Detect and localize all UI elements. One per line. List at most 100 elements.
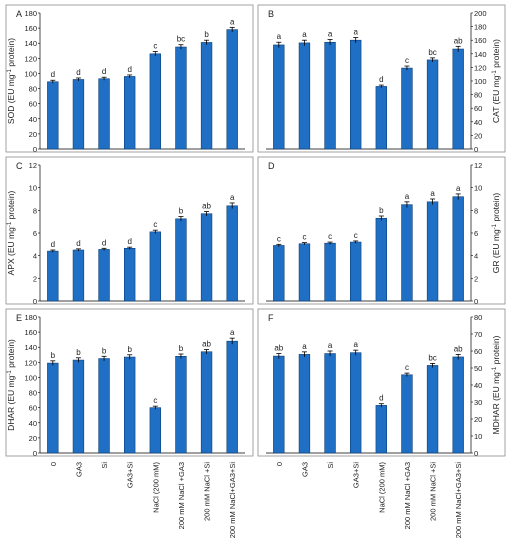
y-tick-label: 140 bbox=[24, 343, 37, 352]
significance-letter: bc bbox=[177, 35, 185, 44]
bar bbox=[452, 356, 464, 454]
y-axis-title: CAT (EU mg-1 protein) bbox=[491, 39, 501, 123]
significance-letter: c bbox=[153, 220, 157, 229]
panel-label: D bbox=[268, 161, 275, 171]
y-axis-title: SOD (EU mg-1 protein) bbox=[6, 38, 16, 124]
y-tick-label: 0 bbox=[33, 145, 37, 154]
panel-label: B bbox=[268, 9, 274, 19]
x-tick-label: 200 mM NaCl +GA3 bbox=[177, 462, 186, 529]
bar bbox=[175, 218, 187, 302]
bar bbox=[273, 355, 285, 454]
significance-letter: a bbox=[456, 184, 461, 193]
bar bbox=[452, 196, 464, 302]
y-tick-label: 80 bbox=[29, 85, 37, 94]
x-tick-label: 200 mM NaCl+GA3+Si bbox=[454, 462, 463, 539]
bar bbox=[350, 39, 362, 150]
y-tick-label: 120 bbox=[24, 358, 37, 367]
significance-letter: a bbox=[230, 17, 235, 26]
bar bbox=[426, 201, 439, 302]
bar bbox=[47, 81, 59, 150]
y-tick-label: 180 bbox=[474, 23, 487, 32]
x-tick-label: 0 bbox=[49, 462, 58, 466]
bar bbox=[200, 42, 213, 150]
chart-panel-a: A 0 20 40 60 80 100 120 140 160 180 SOD (EU mg-1 pr… bbox=[5, 4, 254, 154]
significance-letter: a bbox=[230, 328, 235, 337]
panel-frame bbox=[257, 4, 506, 153]
y-tick-label: 12 bbox=[474, 161, 482, 170]
y-tick-label: 80 bbox=[474, 313, 482, 322]
y-tick-label: 160 bbox=[24, 328, 37, 337]
significance-letter: a bbox=[353, 340, 358, 349]
panel-label: F bbox=[268, 313, 274, 323]
y-tick-label: 120 bbox=[24, 54, 37, 63]
significance-letter: ab bbox=[454, 36, 463, 45]
significance-letter: b bbox=[127, 345, 132, 354]
y-tick-label: 60 bbox=[29, 404, 37, 413]
y-tick-label: 50 bbox=[474, 364, 482, 373]
bar bbox=[47, 362, 59, 454]
bar bbox=[298, 243, 311, 302]
y-tick-label: 80 bbox=[474, 91, 482, 100]
bar bbox=[452, 48, 464, 150]
bar bbox=[149, 231, 161, 302]
y-tick-label: 0 bbox=[474, 449, 478, 458]
y-tick-label: 30 bbox=[474, 398, 482, 407]
y-tick-label: 120 bbox=[474, 63, 487, 72]
bar bbox=[226, 340, 238, 454]
significance-letter: d bbox=[127, 65, 131, 74]
significance-letter: b bbox=[179, 344, 184, 353]
bar bbox=[298, 354, 311, 454]
y-tick-label: 20 bbox=[29, 130, 37, 139]
y-tick-label: 140 bbox=[24, 39, 37, 48]
y-tick-label: 20 bbox=[474, 131, 482, 140]
bar bbox=[98, 358, 110, 454]
bar bbox=[124, 356, 136, 454]
y-tick-label: 8 bbox=[474, 206, 478, 215]
significance-letter: ab bbox=[454, 344, 463, 353]
panel-frame bbox=[5, 4, 254, 153]
y-tick-label: 100 bbox=[24, 373, 37, 382]
y-tick-label: 12 bbox=[29, 161, 37, 170]
y-tick-label: 60 bbox=[474, 104, 482, 113]
y-tick-label: 10 bbox=[29, 184, 37, 193]
significance-letter: c bbox=[153, 396, 157, 405]
significance-letter: a bbox=[302, 342, 307, 351]
significance-letter: b bbox=[204, 30, 209, 39]
panel-frame bbox=[257, 156, 506, 305]
significance-letter: d bbox=[76, 68, 80, 77]
x-tick-label: 200 mM NaCl +Si bbox=[203, 462, 212, 521]
bar bbox=[350, 352, 362, 454]
significance-letter: c bbox=[277, 234, 281, 243]
panel-frame bbox=[257, 308, 506, 457]
significance-letter: a bbox=[328, 341, 333, 350]
bar bbox=[273, 245, 285, 302]
bar bbox=[149, 53, 161, 150]
y-axis-title: MDHAR (EU mg-1 protein) bbox=[491, 335, 501, 434]
significance-letter: d bbox=[379, 394, 383, 403]
y-tick-label: 0 bbox=[33, 297, 37, 306]
y-tick-label: 180 bbox=[24, 313, 37, 322]
y-tick-label: 0 bbox=[33, 449, 37, 458]
y-tick-label: 8 bbox=[33, 206, 37, 215]
y-tick-label: 4 bbox=[474, 252, 478, 261]
x-tick-label: NaCl (200 mM) bbox=[151, 462, 160, 513]
y-tick-label: 20 bbox=[29, 434, 37, 443]
bar bbox=[324, 41, 336, 150]
y-axis-title: DHAR (EU mg-1 protein) bbox=[6, 339, 16, 431]
y-tick-label: 200 bbox=[474, 9, 487, 18]
y-tick-label: 100 bbox=[24, 69, 37, 78]
bar bbox=[350, 241, 362, 302]
bar bbox=[72, 249, 85, 302]
bar bbox=[298, 42, 311, 150]
bar bbox=[124, 76, 136, 150]
chart-panel-f: F 0 10 20 30 40 50 60 70 80 MDHAR (EU mg-1 protein… bbox=[257, 308, 506, 539]
bar bbox=[401, 374, 413, 454]
x-tick-label: GA3+Si bbox=[126, 462, 135, 488]
significance-letter: a bbox=[230, 193, 235, 202]
y-tick-label: 60 bbox=[29, 100, 37, 109]
y-axis-title: APX (EU mg-1 protein) bbox=[6, 190, 16, 275]
significance-letter: bc bbox=[428, 48, 436, 57]
significance-letter: d bbox=[127, 237, 131, 246]
significance-letter: bc bbox=[428, 353, 436, 362]
significance-letter: c bbox=[405, 363, 409, 372]
